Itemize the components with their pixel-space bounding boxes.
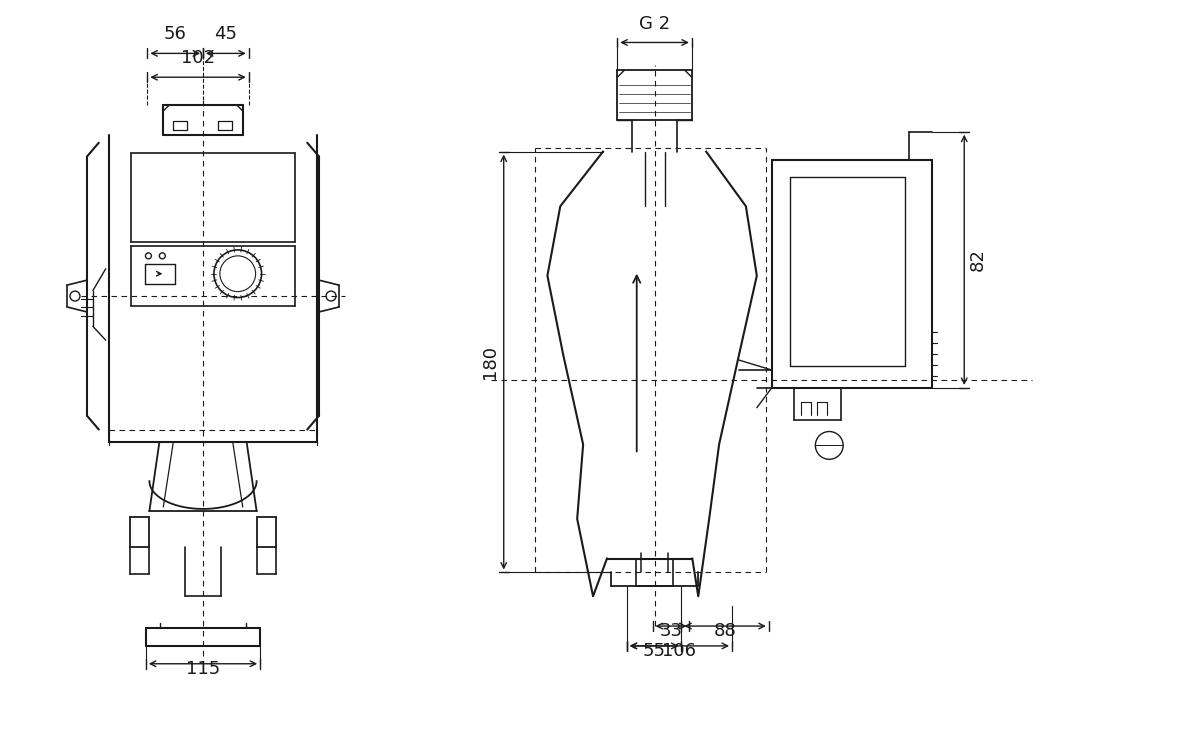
Text: 56: 56 [163, 26, 187, 44]
Text: 106: 106 [662, 642, 696, 660]
Text: 88: 88 [714, 622, 737, 640]
Text: 45: 45 [215, 26, 238, 44]
Text: 82: 82 [970, 249, 988, 272]
Text: 115: 115 [186, 660, 220, 677]
Text: 180: 180 [481, 345, 499, 379]
Text: G 2: G 2 [640, 15, 670, 32]
Text: 33: 33 [660, 622, 683, 640]
Text: 102: 102 [181, 49, 215, 67]
Text: 55: 55 [642, 642, 666, 660]
